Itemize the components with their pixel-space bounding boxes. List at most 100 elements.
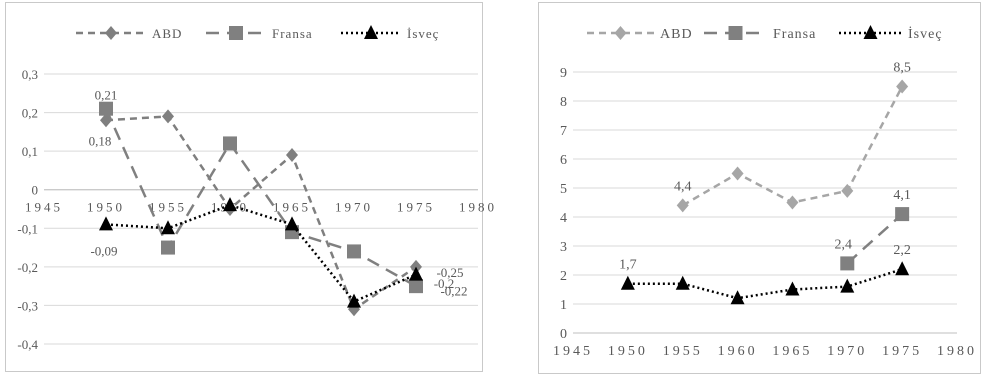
data-point bbox=[161, 220, 175, 235]
x-tick-label: 1980 bbox=[459, 200, 497, 215]
data-label: 1,7 bbox=[619, 258, 637, 273]
data-point bbox=[786, 195, 799, 210]
y-tick-label: -0,4 bbox=[17, 337, 38, 352]
data-point bbox=[841, 183, 854, 198]
data-point bbox=[620, 275, 635, 290]
series-i-sve- bbox=[620, 261, 910, 305]
data-point bbox=[285, 216, 299, 231]
data-point bbox=[286, 148, 298, 162]
x-tick-label: 1965 bbox=[273, 200, 311, 215]
y-tick-label: 0,1 bbox=[22, 144, 38, 159]
y-tick-label: 7 bbox=[560, 124, 567, 139]
data-point bbox=[99, 101, 113, 116]
legend-swatch-marker bbox=[863, 25, 878, 39]
y-tick-label: 9 bbox=[560, 66, 567, 81]
data-point bbox=[409, 266, 423, 281]
y-tick-label: 0,3 bbox=[22, 67, 38, 82]
legend-label: Fransa bbox=[773, 27, 816, 42]
y-tick-label: 0 bbox=[32, 183, 39, 198]
data-point bbox=[223, 136, 237, 151]
data-labels: 8,5 4,4 4,1 2,4 2,2 1,7 bbox=[619, 61, 911, 273]
data-point bbox=[347, 244, 361, 259]
gridlines bbox=[573, 71, 957, 334]
y-tick-label: 8 bbox=[560, 95, 567, 110]
data-label: 8,5 bbox=[893, 61, 911, 76]
y-tick-label: 5 bbox=[560, 182, 567, 197]
series-line bbox=[627, 268, 903, 300]
x-tick-label: 1975 bbox=[397, 200, 435, 215]
series-fransa bbox=[840, 207, 910, 271]
series-line bbox=[846, 213, 903, 265]
x-tick-label: 1945 bbox=[25, 200, 63, 215]
legend-swatch-marker bbox=[614, 26, 627, 40]
data-point bbox=[840, 256, 855, 271]
chart-panel-left: -0,4 -0,3 -0,2 -0,1 0 0,1 0,2 0,3 1945 1950 1955 19… bbox=[5, 2, 494, 372]
x-tick-label: 1950 bbox=[608, 344, 648, 359]
data-label: 0,21 bbox=[95, 88, 118, 103]
x-tick-label: 1955 bbox=[663, 344, 703, 359]
data-point bbox=[730, 290, 745, 305]
y-tick-label: 2 bbox=[560, 269, 567, 284]
data-point bbox=[840, 278, 855, 293]
x-tick-label: 1970 bbox=[827, 344, 867, 359]
data-point bbox=[676, 198, 689, 213]
y-tick-label: 6 bbox=[560, 153, 567, 168]
series-line bbox=[105, 115, 417, 312]
legend-swatch-marker bbox=[105, 26, 117, 40]
data-point bbox=[99, 216, 113, 231]
x-tick-label: 1975 bbox=[882, 344, 922, 359]
data-label: -0,25 bbox=[436, 265, 463, 280]
y-axis-tick-labels: 0 1 2 3 4 5 6 7 8 9 bbox=[560, 66, 567, 342]
data-label: 4,4 bbox=[674, 179, 692, 194]
data-point bbox=[896, 79, 909, 94]
y-tick-label: 0 bbox=[560, 327, 567, 342]
y-tick-label: 4 bbox=[560, 211, 567, 226]
data-point bbox=[785, 281, 800, 296]
y-tick-label: 3 bbox=[560, 240, 567, 255]
series-line bbox=[105, 203, 417, 304]
y-tick-label: 1 bbox=[560, 298, 567, 313]
y-tick-label: -0,2 bbox=[17, 260, 38, 275]
data-label: 2,2 bbox=[893, 243, 911, 258]
data-label: 2,4 bbox=[835, 237, 853, 252]
data-label: 4,1 bbox=[893, 188, 911, 203]
y-tick-label: -0,3 bbox=[17, 298, 38, 313]
x-tick-label: 1965 bbox=[772, 344, 812, 359]
legend-label: ABD bbox=[152, 26, 182, 41]
y-tick-label: 0,2 bbox=[22, 106, 38, 121]
y-tick-label: -0,1 bbox=[17, 221, 38, 236]
data-label: -0,2 bbox=[434, 276, 455, 291]
series-abd bbox=[676, 79, 909, 213]
legend-label: İsveç bbox=[908, 26, 943, 42]
data-point bbox=[409, 279, 423, 294]
data-point bbox=[162, 109, 174, 124]
series-i-sve- bbox=[99, 197, 423, 308]
legend-swatch-marker bbox=[364, 25, 378, 39]
y-axis-tick-labels: -0,4 -0,3 -0,2 -0,1 0 0,1 0,2 0,3 bbox=[17, 67, 38, 352]
data-point bbox=[161, 240, 175, 255]
data-point bbox=[731, 166, 744, 181]
data-label: 0,18 bbox=[89, 133, 112, 148]
legend: ABD Fransa İsveç bbox=[587, 25, 943, 42]
legend-swatch-marker bbox=[229, 26, 243, 40]
legend-label: İsveç bbox=[407, 26, 439, 41]
data-label: -0,22 bbox=[440, 284, 467, 299]
legend-label: Fransa bbox=[272, 26, 313, 41]
data-point bbox=[223, 197, 237, 212]
x-tick-label: 1970 bbox=[335, 200, 373, 215]
legend-label: ABD bbox=[660, 27, 693, 42]
x-tick-label: 1955 bbox=[149, 200, 187, 215]
chart-panel-right: 0 1 2 3 4 5 6 7 8 9 1945 1950 1955 1960 1965 1970 1975 19… bbox=[538, 2, 981, 374]
data-labels: 0,21 0,18 -0,09 -0,25 -0,22-0,2 bbox=[89, 88, 468, 299]
data-point bbox=[895, 207, 910, 222]
x-tick-label: 1960 bbox=[718, 344, 758, 359]
data-point bbox=[347, 293, 361, 308]
series-line bbox=[104, 108, 417, 288]
x-tick-label: 1950 bbox=[87, 200, 125, 215]
data-point bbox=[895, 261, 910, 276]
legend: ABD Fransa İsveç bbox=[76, 25, 439, 41]
chart-left: -0,4 -0,3 -0,2 -0,1 0 0,1 0,2 0,3 1945 1950 1955 19… bbox=[17, 25, 494, 352]
